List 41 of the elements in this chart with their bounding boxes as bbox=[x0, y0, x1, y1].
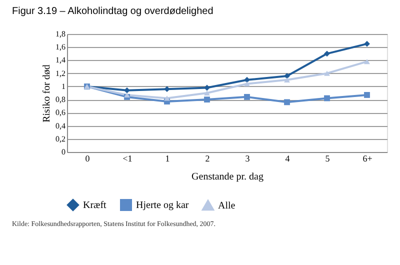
point bbox=[204, 84, 210, 91]
y-tick-label: 0,6 bbox=[56, 108, 66, 118]
point bbox=[244, 76, 250, 83]
point bbox=[164, 96, 170, 101]
point bbox=[324, 95, 330, 102]
x-tick-label: 4 bbox=[285, 154, 290, 164]
point bbox=[364, 58, 370, 64]
point bbox=[284, 99, 290, 106]
y-tick-label: 0,8 bbox=[56, 95, 66, 104]
y-tick-label: 1,6 bbox=[56, 42, 66, 52]
legend-label: Hjerte og kar bbox=[136, 200, 190, 211]
y-axis-title: Risiko for død bbox=[42, 64, 52, 122]
point bbox=[124, 87, 130, 94]
x-tick-label: 0 bbox=[85, 154, 90, 164]
point bbox=[284, 77, 290, 82]
legend-label: Kræft bbox=[83, 200, 107, 211]
point bbox=[324, 70, 330, 76]
x-tick-label: <1 bbox=[122, 154, 132, 164]
point bbox=[204, 96, 210, 103]
point bbox=[284, 73, 290, 79]
x-axis-title: Genstande pr. dag bbox=[192, 172, 264, 182]
y-tick-label: 0 bbox=[62, 148, 66, 156]
x-tick-label: 5 bbox=[325, 154, 330, 164]
x-tick-label: 2 bbox=[205, 154, 210, 164]
x-tick-label: 6+ bbox=[362, 154, 372, 164]
point bbox=[244, 94, 250, 100]
point bbox=[244, 81, 250, 86]
y-tick-label: 0,2 bbox=[56, 134, 66, 144]
y-tick-label: 1 bbox=[62, 82, 66, 91]
y-tick-label: 0,4 bbox=[56, 121, 66, 130]
point bbox=[364, 40, 370, 47]
legend-label: Alle bbox=[218, 200, 236, 212]
point bbox=[204, 90, 210, 96]
point bbox=[364, 92, 370, 98]
x-tick-label: 1 bbox=[165, 154, 170, 164]
y-tick-label: 1,4 bbox=[56, 56, 66, 65]
x-tick-label: 3 bbox=[245, 154, 250, 164]
y-tick-label: 1,2 bbox=[56, 68, 66, 78]
chart-title: Figur 3.19 – Alkoholindtag og overdødelighed bbox=[12, 6, 214, 17]
point bbox=[324, 50, 330, 57]
y-tick-label: 1,8 bbox=[56, 30, 66, 38]
